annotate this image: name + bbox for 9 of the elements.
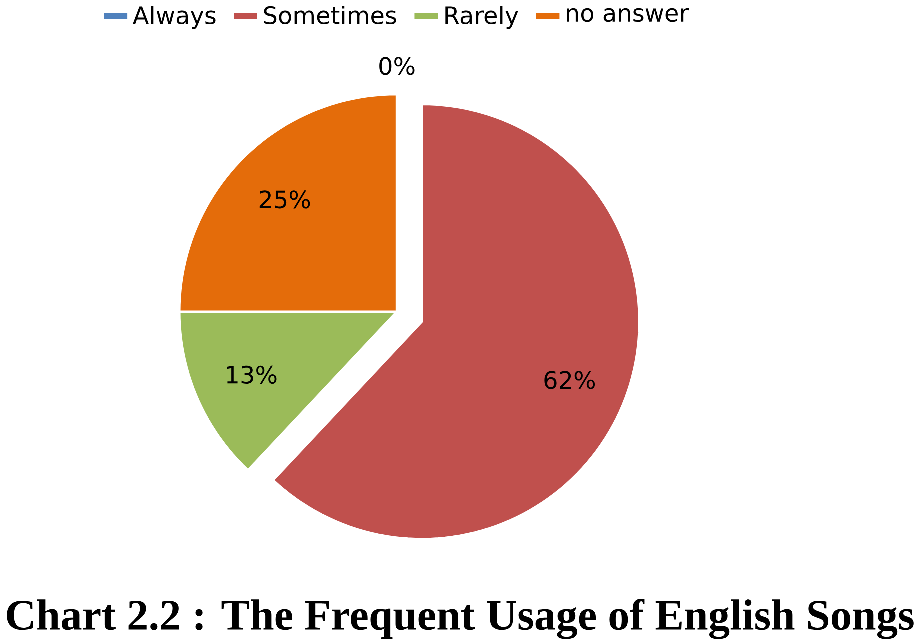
legend-label: no answer (567, 8, 690, 22)
legend-label: Sometimes (264, 6, 396, 24)
text: Chart 2.2 : The Frequent Usage of English Songs (7, 598, 914, 640)
legend-label: Always (132, 6, 216, 30)
data-label: 13% (227, 366, 277, 384)
data-label: 25% (260, 190, 310, 209)
text: 0% (380, 56, 415, 76)
legend-label: Rarely (446, 6, 518, 30)
data-label: 62% (544, 370, 596, 390)
